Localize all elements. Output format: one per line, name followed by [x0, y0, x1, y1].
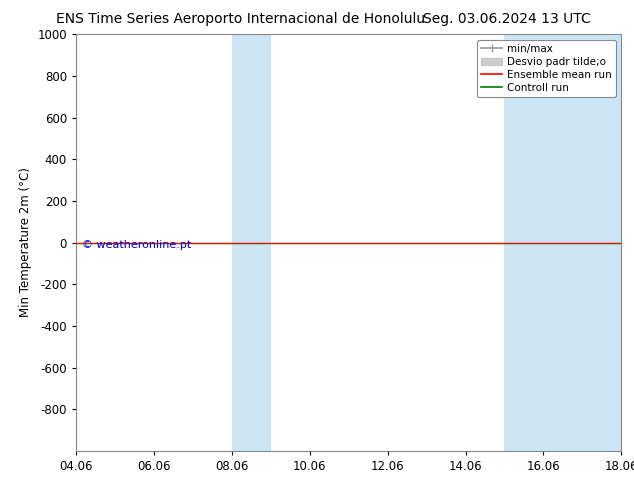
Legend: min/max, Desvio padr tilde;o, Ensemble mean run, Controll run: min/max, Desvio padr tilde;o, Ensemble m… — [477, 40, 616, 97]
Text: © weatheronline.pt: © weatheronline.pt — [82, 241, 191, 250]
Bar — [232, 34, 271, 451]
Y-axis label: Min Temperature 2m (°C): Min Temperature 2m (°C) — [19, 168, 32, 318]
Text: Seg. 03.06.2024 13 UTC: Seg. 03.06.2024 13 UTC — [424, 12, 591, 26]
Bar — [505, 34, 621, 451]
Text: ENS Time Series Aeroporto Internacional de Honolulu: ENS Time Series Aeroporto Internacional … — [56, 12, 425, 26]
